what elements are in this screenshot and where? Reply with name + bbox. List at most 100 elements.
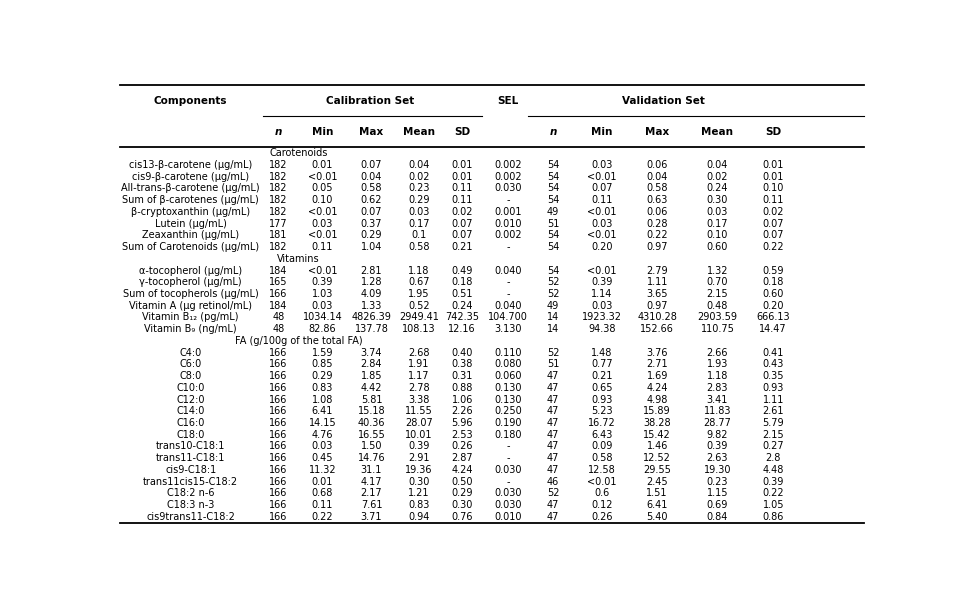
Text: 0.02: 0.02: [408, 172, 430, 181]
Text: 0.030: 0.030: [494, 465, 522, 475]
Text: 5.79: 5.79: [762, 418, 784, 428]
Text: 52: 52: [547, 277, 560, 287]
Text: C4:0: C4:0: [180, 347, 202, 358]
Text: 0.58: 0.58: [591, 453, 612, 463]
Text: 47: 47: [547, 406, 559, 416]
Text: 82.86: 82.86: [308, 324, 336, 334]
Text: 0.70: 0.70: [707, 277, 729, 287]
Text: 0.30: 0.30: [707, 195, 728, 205]
Text: 4826.39: 4826.39: [351, 312, 392, 322]
Text: 7.61: 7.61: [361, 500, 382, 510]
Text: C18:3 n-3: C18:3 n-3: [167, 500, 214, 510]
Text: 0.22: 0.22: [646, 230, 668, 240]
Text: 47: 47: [547, 453, 559, 463]
Text: n: n: [549, 127, 557, 137]
Text: 2.83: 2.83: [707, 383, 729, 393]
Text: 47: 47: [547, 500, 559, 510]
Text: 4.17: 4.17: [361, 477, 382, 487]
Text: 4.24: 4.24: [451, 465, 473, 475]
Text: 0.21: 0.21: [591, 371, 612, 381]
Text: 0.63: 0.63: [646, 195, 668, 205]
Text: 54: 54: [547, 230, 559, 240]
Text: 48: 48: [273, 324, 284, 334]
Text: 15.42: 15.42: [643, 430, 671, 440]
Text: 16.55: 16.55: [357, 430, 385, 440]
Text: 0.50: 0.50: [451, 477, 473, 487]
Text: 0.26: 0.26: [591, 512, 612, 522]
Text: -: -: [507, 242, 510, 252]
Text: 177: 177: [269, 219, 288, 228]
Text: 0.94: 0.94: [408, 512, 430, 522]
Text: <0.01: <0.01: [588, 230, 617, 240]
Text: 2.66: 2.66: [707, 347, 729, 358]
Text: 0.010: 0.010: [494, 219, 522, 228]
Text: 47: 47: [547, 383, 559, 393]
Text: 0.52: 0.52: [408, 300, 430, 311]
Text: 1.03: 1.03: [312, 289, 333, 299]
Text: 0.11: 0.11: [312, 500, 333, 510]
Text: 0.05: 0.05: [312, 183, 333, 193]
Text: 0.88: 0.88: [451, 383, 473, 393]
Text: 6.41: 6.41: [312, 406, 333, 416]
Text: 54: 54: [547, 265, 559, 275]
Text: 182: 182: [269, 183, 288, 193]
Text: 3.71: 3.71: [361, 512, 382, 522]
Text: 0.07: 0.07: [591, 183, 612, 193]
Text: 184: 184: [270, 300, 288, 311]
Text: 1.06: 1.06: [451, 394, 473, 405]
Text: FA (g/100g of the total FA): FA (g/100g of the total FA): [235, 336, 362, 346]
Text: 0.76: 0.76: [451, 512, 473, 522]
Text: 0.10: 0.10: [762, 183, 784, 193]
Text: 0.01: 0.01: [451, 172, 473, 181]
Text: 2.15: 2.15: [762, 430, 784, 440]
Text: 166: 166: [270, 453, 288, 463]
Text: trans11-C18:1: trans11-C18:1: [156, 453, 226, 463]
Text: 51: 51: [547, 359, 559, 369]
Text: 1.05: 1.05: [762, 500, 784, 510]
Text: 2949.41: 2949.41: [399, 312, 439, 322]
Text: 166: 166: [270, 477, 288, 487]
Text: 2.61: 2.61: [762, 406, 784, 416]
Text: 0.48: 0.48: [707, 300, 728, 311]
Text: 52: 52: [547, 488, 560, 499]
Text: 0.03: 0.03: [408, 207, 430, 217]
Text: 0.83: 0.83: [408, 500, 430, 510]
Text: 0.29: 0.29: [408, 195, 430, 205]
Text: 47: 47: [547, 371, 559, 381]
Text: Lutein (μg/mL): Lutein (μg/mL): [155, 219, 227, 228]
Text: 0.04: 0.04: [707, 160, 728, 170]
Text: 0.58: 0.58: [361, 183, 382, 193]
Text: 0.040: 0.040: [494, 300, 522, 311]
Text: 1923.32: 1923.32: [582, 312, 622, 322]
Text: 2.53: 2.53: [451, 430, 473, 440]
Text: 165: 165: [269, 277, 288, 287]
Text: 0.60: 0.60: [762, 289, 784, 299]
Text: 0.38: 0.38: [451, 359, 473, 369]
Text: 0.001: 0.001: [494, 207, 522, 217]
Text: cis9-C18:1: cis9-C18:1: [165, 465, 216, 475]
Text: -: -: [507, 453, 510, 463]
Text: 0.86: 0.86: [762, 512, 784, 522]
Text: 1.15: 1.15: [707, 488, 729, 499]
Text: 2.84: 2.84: [361, 359, 382, 369]
Text: 0.28: 0.28: [646, 219, 668, 228]
Text: 0.130: 0.130: [494, 394, 522, 405]
Text: Sum of tocopherols (μg/mL): Sum of tocopherols (μg/mL): [123, 289, 258, 299]
Text: 0.110: 0.110: [494, 347, 522, 358]
Text: 6.43: 6.43: [591, 430, 612, 440]
Text: 3.41: 3.41: [707, 394, 728, 405]
Text: 40.36: 40.36: [358, 418, 385, 428]
Text: 4310.28: 4310.28: [637, 312, 677, 322]
Text: 1.33: 1.33: [361, 300, 382, 311]
Text: 49: 49: [547, 207, 559, 217]
Text: 1.48: 1.48: [591, 347, 612, 358]
Text: 0.30: 0.30: [451, 500, 473, 510]
Text: 1.50: 1.50: [361, 441, 382, 452]
Text: 0.18: 0.18: [451, 277, 473, 287]
Text: 166: 166: [270, 500, 288, 510]
Text: 14: 14: [547, 324, 559, 334]
Text: -: -: [507, 441, 510, 452]
Text: 0.22: 0.22: [762, 242, 784, 252]
Text: Max: Max: [359, 127, 384, 137]
Text: C12:0: C12:0: [177, 394, 204, 405]
